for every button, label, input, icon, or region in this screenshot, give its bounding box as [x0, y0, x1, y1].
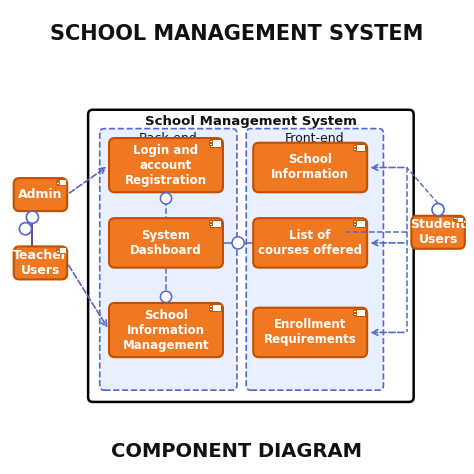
- Circle shape: [160, 291, 172, 302]
- Bar: [56, 248, 59, 249]
- Bar: [57, 247, 66, 253]
- Bar: [209, 220, 212, 222]
- Bar: [56, 182, 59, 183]
- Bar: [455, 217, 464, 222]
- Bar: [209, 308, 212, 310]
- Text: Login and
account
Registration: Login and account Registration: [125, 144, 207, 187]
- Bar: [355, 219, 365, 227]
- FancyBboxPatch shape: [88, 110, 414, 402]
- Text: Back-end: Back-end: [139, 133, 198, 146]
- Circle shape: [19, 223, 31, 235]
- FancyBboxPatch shape: [246, 128, 383, 390]
- Bar: [353, 145, 356, 146]
- FancyBboxPatch shape: [253, 308, 367, 357]
- Bar: [209, 223, 212, 225]
- Bar: [355, 309, 365, 316]
- Bar: [353, 310, 356, 311]
- Bar: [56, 250, 59, 252]
- FancyBboxPatch shape: [109, 303, 223, 357]
- Text: School
Information
Management: School Information Management: [123, 309, 210, 352]
- Text: Teacher
Users: Teacher Users: [13, 249, 68, 277]
- Text: School
Information: School Information: [271, 154, 349, 182]
- Text: Front-end: Front-end: [285, 133, 345, 146]
- Bar: [454, 220, 456, 221]
- FancyBboxPatch shape: [109, 218, 223, 268]
- Text: System
Dashboard: System Dashboard: [130, 229, 202, 257]
- Bar: [353, 220, 356, 222]
- FancyBboxPatch shape: [253, 143, 367, 192]
- Bar: [210, 139, 221, 146]
- Text: SCHOOL MANAGEMENT SYSTEM: SCHOOL MANAGEMENT SYSTEM: [50, 24, 424, 45]
- Bar: [355, 144, 365, 151]
- Text: Enrollment
Requirements: Enrollment Requirements: [264, 319, 356, 346]
- Text: List of
courses offered: List of courses offered: [258, 229, 362, 257]
- Text: Admin: Admin: [18, 188, 63, 201]
- Circle shape: [232, 237, 244, 249]
- Text: COMPONENT DIAGRAM: COMPONENT DIAGRAM: [111, 442, 363, 461]
- Bar: [210, 304, 221, 311]
- Bar: [209, 143, 212, 145]
- Bar: [56, 180, 59, 181]
- Circle shape: [160, 193, 172, 204]
- Bar: [353, 223, 356, 225]
- FancyBboxPatch shape: [100, 128, 237, 390]
- Circle shape: [432, 203, 444, 216]
- FancyBboxPatch shape: [14, 178, 67, 211]
- Bar: [454, 217, 456, 219]
- FancyBboxPatch shape: [253, 218, 367, 268]
- Text: School Management System: School Management System: [145, 115, 357, 128]
- Bar: [210, 219, 221, 227]
- Bar: [353, 313, 356, 315]
- Text: Student
Users: Student Users: [410, 219, 466, 246]
- Bar: [209, 140, 212, 142]
- Bar: [353, 148, 356, 150]
- FancyBboxPatch shape: [411, 216, 465, 249]
- FancyBboxPatch shape: [109, 138, 223, 192]
- Circle shape: [27, 211, 38, 223]
- Bar: [209, 305, 212, 307]
- Bar: [57, 179, 66, 185]
- FancyBboxPatch shape: [14, 246, 67, 279]
